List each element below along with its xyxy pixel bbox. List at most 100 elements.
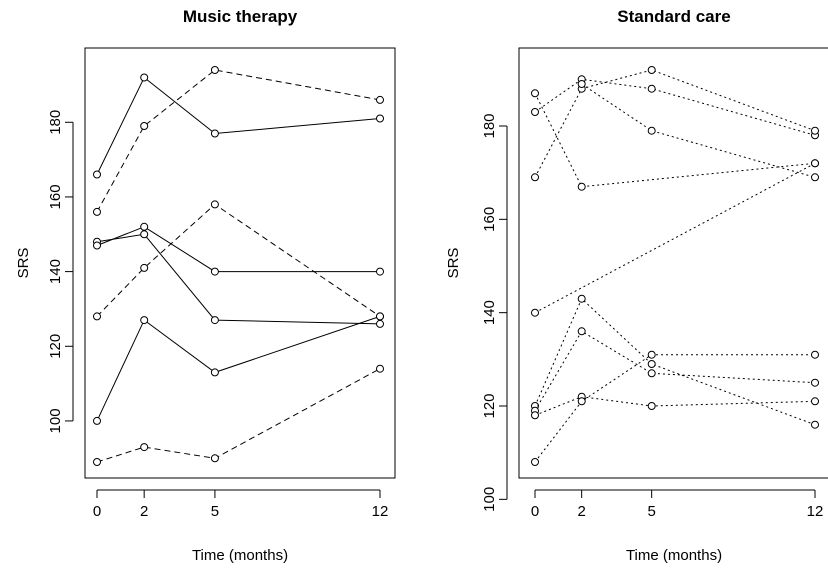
- data-point: [210, 129, 219, 138]
- y-tick-label: 120: [481, 393, 498, 418]
- series-layer: [93, 66, 384, 466]
- data-point: [140, 73, 149, 82]
- data-point: [210, 368, 219, 377]
- series-line: [96, 233, 381, 325]
- x-tick-label: 0: [531, 503, 539, 520]
- y-axis-label: SRS: [445, 248, 462, 279]
- series-line: [96, 69, 381, 213]
- data-point: [376, 312, 384, 321]
- y-tick-label: 140: [47, 259, 64, 284]
- data-point: [811, 397, 819, 406]
- data-point: [577, 327, 586, 336]
- data-point: [376, 95, 384, 104]
- x-axis: 0 2 5 12: [93, 489, 389, 520]
- data-point: [647, 84, 656, 93]
- data-point: [531, 89, 539, 98]
- data-point: [140, 230, 149, 239]
- data-point: [531, 108, 539, 116]
- data-point: [376, 319, 384, 328]
- data-point: [811, 173, 819, 182]
- data-point: [647, 369, 656, 378]
- x-axis-label: Time (months): [192, 547, 288, 564]
- data-point: [577, 294, 586, 303]
- y-tick-label: 140: [481, 300, 498, 325]
- y-tick-label: 180: [47, 110, 64, 135]
- data-point: [93, 170, 101, 179]
- series-line: [534, 162, 816, 314]
- series-line: [96, 315, 381, 422]
- y-tick-label: 180: [481, 113, 498, 138]
- data-point: [647, 402, 656, 410]
- data-point: [577, 80, 586, 88]
- data-point: [811, 159, 819, 168]
- series-line: [96, 76, 381, 175]
- series-line: [534, 396, 816, 416]
- series-line: [534, 78, 816, 136]
- series-line: [534, 69, 816, 178]
- data-point: [577, 397, 586, 406]
- x-axis-label: Time (months): [626, 547, 722, 564]
- series-line: [96, 203, 381, 317]
- data-point: [376, 364, 384, 373]
- data-point: [647, 350, 656, 359]
- y-axis: 100 120 140 160 180: [481, 113, 508, 512]
- data-point: [140, 122, 149, 130]
- data-point: [811, 126, 819, 135]
- data-point: [140, 316, 149, 325]
- series-line: [534, 93, 816, 188]
- y-axis: 100 120 140 160 180: [47, 110, 74, 433]
- data-point: [210, 66, 219, 74]
- data-point: [647, 126, 656, 135]
- series-line: [534, 330, 816, 411]
- data-point: [811, 420, 819, 429]
- data-point: [577, 182, 586, 191]
- data-point: [376, 114, 384, 123]
- data-point: [210, 454, 219, 463]
- series-line: [96, 226, 380, 273]
- data-point: [210, 316, 219, 325]
- data-point: [140, 263, 149, 272]
- data-point: [531, 173, 539, 182]
- y-tick-label: 160: [47, 184, 64, 209]
- data-point: [811, 350, 819, 359]
- x-tick-label: 0: [93, 503, 101, 520]
- data-point: [531, 411, 539, 420]
- data-point: [647, 360, 656, 368]
- y-tick-label: 100: [47, 408, 64, 433]
- x-axis: 0 2 5 12: [531, 489, 824, 520]
- x-tick-label: 5: [211, 503, 219, 520]
- data-point: [210, 267, 219, 276]
- y-axis-label: SRS: [15, 248, 32, 279]
- x-tick-label: 5: [647, 503, 655, 520]
- data-point: [531, 308, 539, 317]
- x-tick-label: 2: [577, 503, 585, 520]
- series-line: [581, 83, 816, 178]
- data-point: [811, 378, 819, 387]
- data-point: [93, 458, 101, 466]
- series-line: [534, 354, 815, 463]
- data-point: [210, 200, 219, 209]
- x-tick-label: 2: [140, 503, 148, 520]
- data-point: [647, 66, 656, 74]
- series-layer: [531, 66, 819, 466]
- y-tick-label: 160: [481, 207, 498, 232]
- data-point: [93, 312, 101, 321]
- x-tick-label: 12: [372, 503, 389, 520]
- data-point: [140, 443, 149, 452]
- data-point: [93, 241, 101, 250]
- x-tick-label: 12: [807, 503, 824, 520]
- data-point: [93, 207, 101, 216]
- y-tick-label: 120: [47, 334, 64, 359]
- data-point: [93, 416, 101, 425]
- y-tick-label: 100: [481, 487, 498, 512]
- data-point: [376, 267, 384, 276]
- chart-title: Standard care: [617, 7, 730, 26]
- plot-frame: [518, 47, 828, 479]
- chart-title: Music therapy: [183, 7, 298, 26]
- panel-standard-care: Standard care Time (months) SRS 0 2 5 12 10…: [445, 7, 828, 564]
- panel-music-therapy: Music therapy Time (months) SRS 0 2 5 12 10…: [15, 7, 396, 564]
- data-point: [531, 458, 539, 466]
- series-line: [534, 297, 816, 426]
- plot-frame: [84, 47, 396, 479]
